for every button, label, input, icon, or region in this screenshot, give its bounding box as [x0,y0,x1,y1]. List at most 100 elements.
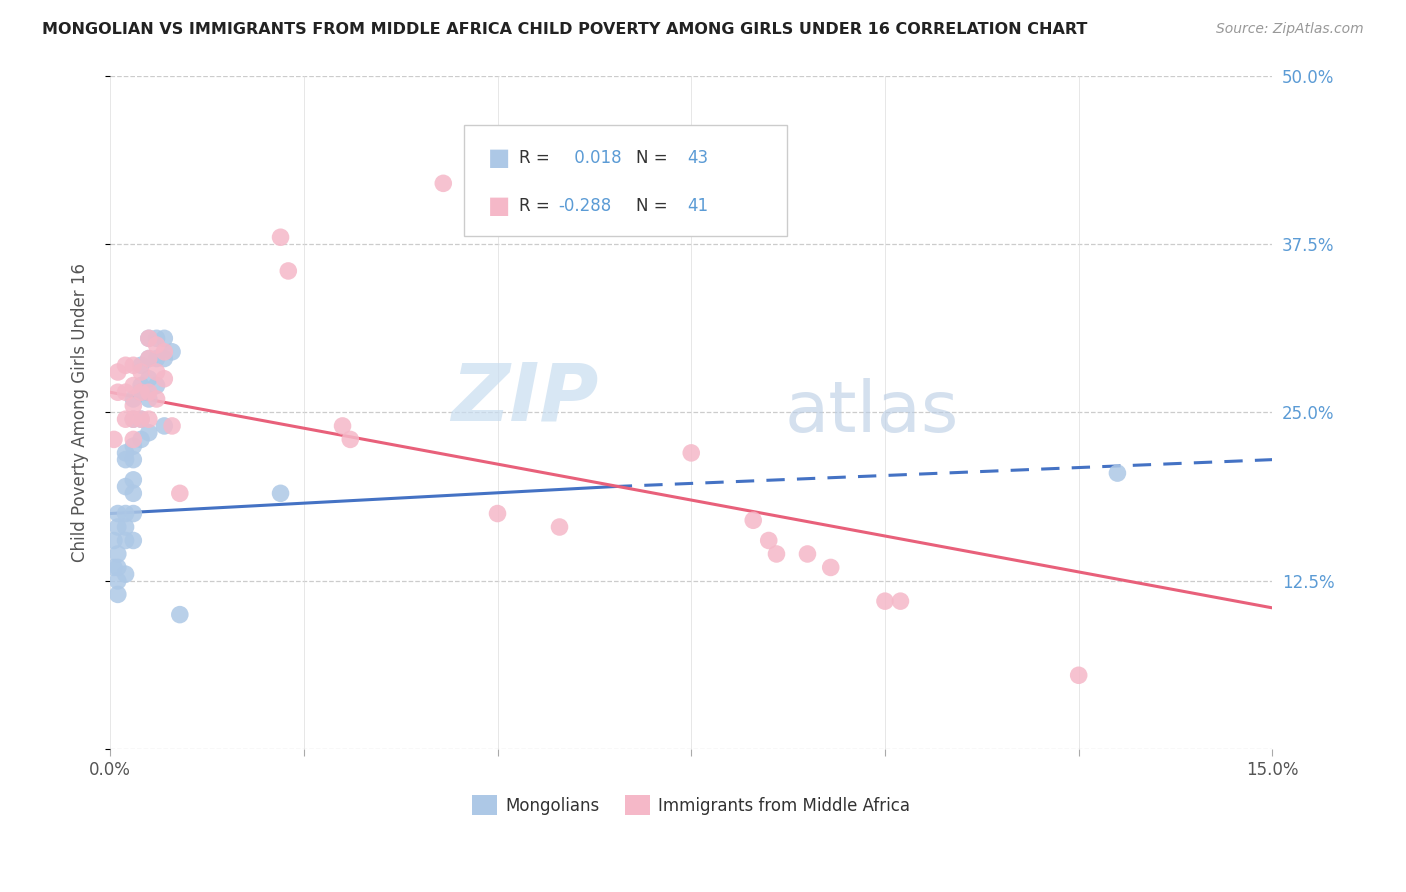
Point [145,365,167,379]
Y-axis label: Child Poverty Among Girls Under 16: Child Poverty Among Girls Under 16 [72,263,89,562]
Point [114,359,136,373]
Point [122,486,145,500]
Point [270,230,292,244]
Point [122,439,145,453]
Point [122,359,145,373]
Point [122,473,145,487]
Point [114,412,136,426]
Point [765,547,787,561]
Point [122,378,145,392]
Point [129,385,152,400]
Point [107,547,129,561]
Text: MONGOLIAN VS IMMIGRANTS FROM MIDDLE AFRICA CHILD POVERTY AMONG GIRLS UNDER 16 CO: MONGOLIAN VS IMMIGRANTS FROM MIDDLE AFRI… [42,22,1088,37]
Text: 0.018: 0.018 [569,149,621,167]
Point [145,351,167,366]
Point [114,446,136,460]
Point [1067,668,1090,682]
Point [138,331,160,345]
Point [129,412,152,426]
Point [138,351,160,366]
Point [103,560,125,574]
Point [114,533,136,548]
Point [153,419,176,434]
Point [114,452,136,467]
Point [107,587,129,601]
Point [758,533,780,548]
Point [138,392,160,406]
Point [103,433,125,447]
Text: R =: R = [519,149,550,167]
Point [122,412,145,426]
Point [339,433,361,447]
Point [160,419,183,434]
Point [145,331,167,345]
Point [138,331,160,345]
Point [129,433,152,447]
Point [138,372,160,386]
Point [138,425,160,440]
Point [138,412,160,426]
Text: ZIP: ZIP [451,360,599,438]
Point [107,385,129,400]
Point [486,507,509,521]
Text: N =: N = [636,197,666,215]
Point [122,412,145,426]
Point [153,344,176,359]
Point [114,520,136,534]
Point [122,533,145,548]
Point [432,177,454,191]
Point [114,507,136,521]
Point [114,479,136,493]
Point [138,351,160,366]
Point [169,486,191,500]
Point [153,331,176,345]
Point [160,344,183,359]
Text: R =: R = [519,197,550,215]
Point [122,507,145,521]
Point [277,264,299,278]
Text: ■: ■ [488,194,510,219]
Point [889,594,911,608]
Point [114,385,136,400]
Text: ■: ■ [488,146,510,170]
Point [129,365,152,379]
Point [153,372,176,386]
Point [129,359,152,373]
Point [820,560,842,574]
Point [145,338,167,352]
Point [138,385,160,400]
Point [122,433,145,447]
Point [796,547,818,561]
Point [122,452,145,467]
Point [169,607,191,622]
Text: Source: ZipAtlas.com: Source: ZipAtlas.com [1216,22,1364,37]
Point [1107,466,1129,480]
Point [122,392,145,406]
Point [873,594,896,608]
Point [332,419,354,434]
Point [107,574,129,588]
Point [681,446,703,460]
Point [114,567,136,582]
Point [145,378,167,392]
Text: N =: N = [636,149,666,167]
Point [129,412,152,426]
Point [107,560,129,574]
Point [145,392,167,406]
Legend: Mongolians, Immigrants from Middle Africa: Mongolians, Immigrants from Middle Afric… [465,789,917,822]
Text: atlas: atlas [785,378,959,447]
Text: 41: 41 [688,197,709,215]
Point [548,520,571,534]
Point [129,385,152,400]
Point [103,533,125,548]
Text: -0.288: -0.288 [558,197,612,215]
Point [270,486,292,500]
Point [129,378,152,392]
Text: 43: 43 [688,149,709,167]
Point [122,399,145,413]
Point [107,520,129,534]
Point [742,513,765,527]
Point [107,365,129,379]
Point [107,507,129,521]
Point [153,351,176,366]
